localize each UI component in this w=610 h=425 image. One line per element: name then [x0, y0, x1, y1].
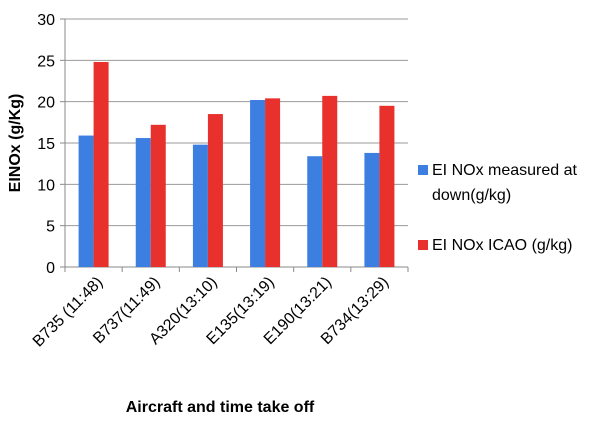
gridlines	[60, 18, 409, 272]
y-tick-label: 0	[46, 260, 55, 277]
bar-measured	[192, 144, 208, 267]
y-tick-label: 10	[37, 177, 55, 194]
legend-label: EI NOx measured at	[432, 162, 578, 179]
bar-icao	[265, 98, 281, 267]
bar-icao	[322, 95, 338, 267]
y-tick-labels: 0 5 10 15 20 25 30	[37, 12, 55, 277]
bar-measured	[307, 156, 323, 267]
legend-label: EI NOx ICAO (g/kg)	[432, 237, 572, 254]
x-tick-labels: B735 (11:48)B737(11:49)A320(13:10)E135(1…	[30, 274, 392, 351]
legend: EI NOx measured at down(g/kg) EI NOx ICAO …	[418, 162, 578, 254]
legend-swatch	[418, 165, 428, 175]
legend-label: down(g/kg)	[432, 187, 511, 204]
bar-measured	[364, 152, 380, 267]
bar-measured	[78, 135, 94, 267]
y-tick-label: 20	[37, 95, 55, 112]
x-axis-title: Aircraft and time take off	[126, 399, 315, 416]
bar-icao	[93, 61, 109, 268]
y-tick-label: 5	[46, 219, 55, 236]
y-tick-label: 30	[37, 12, 55, 29]
y-tick-label: 25	[37, 53, 55, 70]
bars	[78, 61, 395, 268]
y-axis-title: EINOx (g/Kg)	[7, 94, 24, 193]
bar-measured	[250, 100, 266, 267]
bar-icao	[379, 105, 395, 267]
bar-icao	[150, 124, 166, 268]
bar-measured	[135, 138, 151, 267]
bar-icao	[207, 114, 223, 267]
y-tick-label: 15	[37, 136, 55, 153]
legend-swatch	[418, 240, 428, 250]
